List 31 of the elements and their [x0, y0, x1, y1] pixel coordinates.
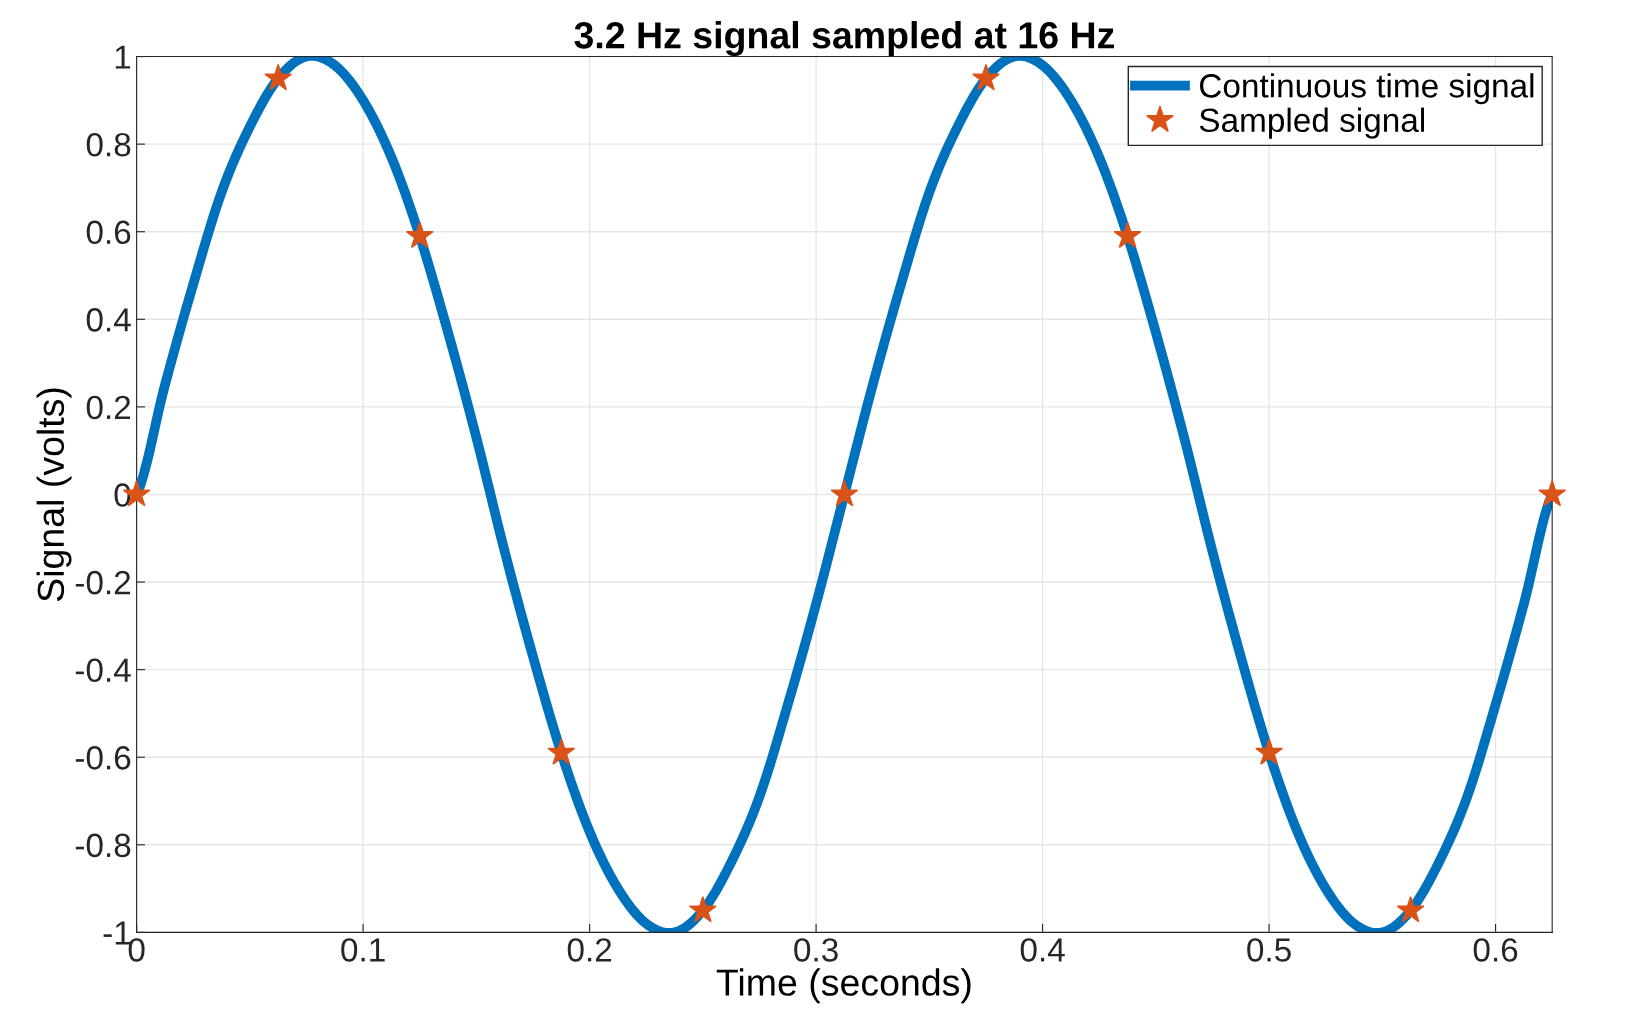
- point: [972, 63, 1000, 91]
- point: [1113, 221, 1142, 249]
- point: [830, 479, 859, 507]
- chart-title: 3.2 Hz signal sampled at 16 Hz: [574, 21, 1114, 57]
- y-tick-label: -1: [103, 921, 131, 945]
- point: [264, 63, 293, 91]
- y-tick-label: 0.6: [86, 220, 131, 245]
- point: [1255, 738, 1283, 765]
- x-tick-label: 0.6: [1473, 938, 1518, 962]
- point: [405, 221, 434, 249]
- x-tick-label: 0.2: [567, 938, 612, 962]
- x-tick-label: 0.5: [1247, 938, 1291, 962]
- x-axis-title: Time (seconds): [716, 968, 971, 1004]
- legend-label: Sampled signal: [1199, 107, 1424, 139]
- x-tick-label: 0.4: [1020, 938, 1065, 962]
- point: [1538, 479, 1567, 507]
- point: [547, 738, 576, 765]
- x-tick-label: 0.1: [341, 938, 385, 962]
- y-axis-title: Signal (volts): [36, 388, 72, 602]
- y-tick-label: -0.4: [75, 658, 131, 683]
- y-tick-label: -0.2: [75, 570, 131, 595]
- y-tick-label: -0.6: [75, 746, 131, 770]
- y-tick-label: -0.8: [75, 833, 131, 858]
- y-tick-label: 1: [115, 45, 131, 69]
- y-tick-label: 0.2: [86, 395, 131, 420]
- x-tick-label: 0.3: [794, 938, 838, 962]
- point: [688, 895, 717, 923]
- point: [1396, 895, 1425, 923]
- y-tick-label: 0.4: [86, 308, 131, 332]
- y-tick-label: 0.8: [86, 132, 131, 157]
- legend-label: Continuous time signal: [1200, 73, 1534, 105]
